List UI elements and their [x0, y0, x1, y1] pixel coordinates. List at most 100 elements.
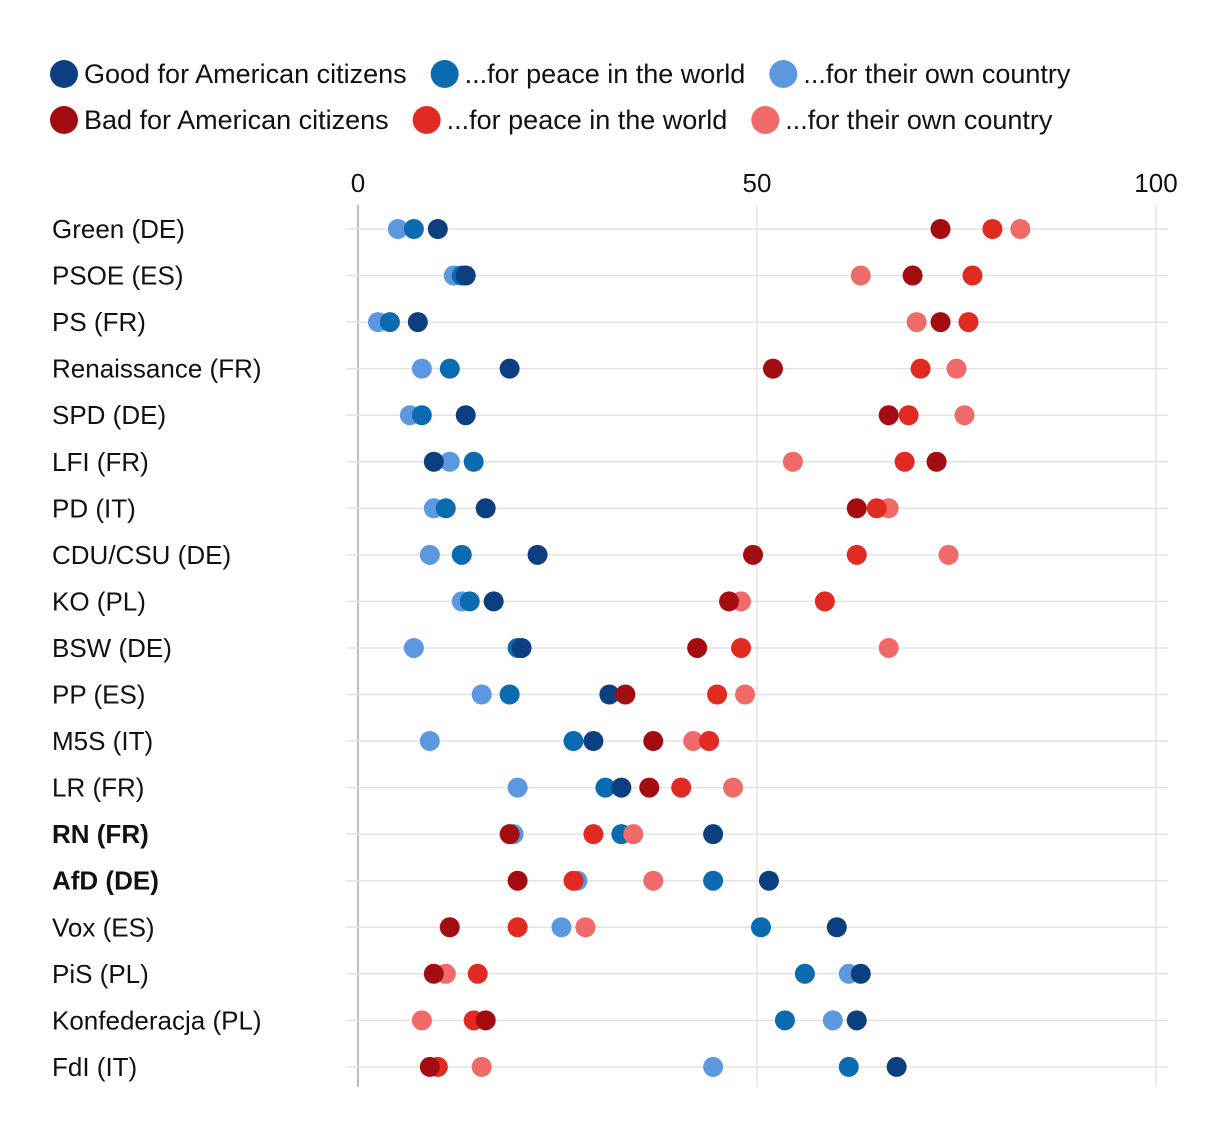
point-bp-green-de: [982, 219, 1003, 239]
point-fn-cdu-csu-de: [419, 544, 440, 565]
point-fn-green-de: [387, 219, 408, 239]
category-label-pp-es: PP (ES): [52, 680, 145, 710]
point-bp-rn-fr: [583, 824, 604, 845]
category-label-vox-es: Vox (ES): [52, 912, 155, 942]
legend-swatch: [769, 60, 798, 88]
point-ba-pis-pl: [423, 963, 444, 984]
point-fn-lr-fr: [507, 777, 528, 798]
point-bp-cdu-csu-de: [846, 544, 867, 565]
point-fp-pis-pl: [794, 963, 815, 984]
category-label-afd-de: AfD (DE): [52, 866, 159, 896]
point-fn-pp-es: [471, 684, 492, 705]
point-ba-ps-fr: [930, 312, 951, 333]
point-bp-lfi-fr: [894, 451, 915, 472]
legend-item-for-their-own-country-fn: ...for their own country: [769, 59, 1071, 89]
category-label-lr-fr: LR (FR): [52, 773, 144, 803]
series-ba: [419, 219, 951, 1077]
point-bp-spd-de: [898, 405, 919, 426]
point-bn-cdu-csu-de: [938, 544, 959, 565]
category-label-lfi-fr: LFI (FR): [52, 447, 149, 477]
point-fa-vox-es: [826, 917, 847, 938]
x-tick-label-50: 50: [743, 168, 772, 198]
point-fa-lr-fr: [611, 777, 632, 798]
point-ba-green-de: [930, 219, 951, 239]
point-bp-pd-it: [866, 498, 887, 519]
legend: Good for American citizens ...for peace i…: [50, 59, 1071, 135]
point-ba-spd-de: [878, 405, 899, 426]
point-ba-rn-fr: [499, 824, 520, 845]
point-ba-lr-fr: [639, 777, 660, 798]
point-fp-lr-fr: [595, 777, 616, 798]
point-bn-fdi-it: [471, 1056, 492, 1077]
category-label-fdi-it: FdI (IT): [52, 1052, 137, 1082]
legend-item-bad-for-american-citizens-ba: Bad for American citizens: [50, 105, 389, 135]
point-ba-renaissance-fr: [762, 358, 783, 379]
point-fn-lfi-fr: [439, 451, 460, 472]
point-fa-ko-pl: [483, 591, 504, 612]
category-labels: Green (DE) PSOE (ES) PS (FR) Renaissance (F…: [52, 214, 262, 1082]
point-fn-vox-es: [551, 917, 572, 938]
legend-label: Bad for American citizens: [84, 105, 389, 135]
x-axis-ticks: 0 50 100: [351, 168, 1178, 198]
point-fa-spd-de: [455, 405, 476, 426]
point-bp-afd-de: [563, 870, 584, 891]
point-bp-bsw-de: [731, 637, 752, 658]
point-bn-ps-fr: [906, 312, 927, 333]
point-bp-lr-fr: [671, 777, 692, 798]
point-fp-konfederacja-pl: [774, 1010, 795, 1031]
grid: [346, 205, 1168, 1087]
point-ba-pd-it: [846, 498, 867, 519]
point-ba-pp-es: [615, 684, 636, 705]
legend-label: ...for peace in the world: [447, 105, 728, 135]
category-label-m5s-it: M5S (IT): [52, 726, 153, 756]
point-fa-lfi-fr: [423, 451, 444, 472]
point-ba-cdu-csu-de: [743, 544, 764, 565]
point-bn-pp-es: [735, 684, 756, 705]
point-fa-pp-es: [599, 684, 620, 705]
point-fa-konfederacja-pl: [846, 1010, 867, 1031]
category-label-ps-fr: PS (FR): [52, 307, 146, 337]
point-ba-konfederacja-pl: [475, 1010, 496, 1031]
category-label-konfederacja-pl: Konfederacja (PL): [52, 1005, 262, 1035]
series-fa: [407, 219, 907, 1077]
point-fa-renaissance-fr: [499, 358, 520, 379]
point-bp-ko-pl: [814, 591, 835, 612]
point-bn-afd-de: [643, 870, 664, 891]
point-fp-green-de: [403, 219, 424, 239]
x-tick-label-100: 100: [1134, 168, 1177, 198]
point-fp-m5s-it: [563, 731, 584, 752]
point-bn-bsw-de: [878, 637, 899, 658]
category-label-psoe-es: PSOE (ES): [52, 261, 183, 291]
point-ba-lfi-fr: [926, 451, 947, 472]
point-ba-bsw-de: [687, 637, 708, 658]
point-ba-vox-es: [439, 917, 460, 938]
point-fp-fdi-it: [838, 1056, 859, 1077]
point-ba-afd-de: [507, 870, 528, 891]
series-bn: [411, 219, 1031, 1077]
data-points: [367, 219, 1031, 1077]
legend-item-good-for-american-citizens-fa: Good for American citizens: [50, 59, 407, 89]
point-bp-m5s-it: [699, 731, 720, 752]
legend-swatch: [412, 106, 441, 134]
point-fn-konfederacja-pl: [822, 1010, 843, 1031]
category-label-cdu-csu-de: CDU/CSU (DE): [52, 540, 231, 570]
point-fp-pp-es: [499, 684, 520, 705]
point-bn-renaissance-fr: [946, 358, 967, 379]
point-fa-pd-it: [475, 498, 496, 519]
point-fa-green-de: [427, 219, 448, 239]
point-fp-spd-de: [411, 405, 432, 426]
point-fa-psoe-es: [455, 265, 476, 286]
point-bn-spd-de: [954, 405, 975, 426]
point-bn-lr-fr: [723, 777, 744, 798]
point-ba-psoe-es: [902, 265, 923, 286]
point-fa-ps-fr: [407, 312, 428, 333]
legend-label: Good for American citizens: [84, 59, 407, 89]
legend-item-for-their-own-country-bn: ...for their own country: [751, 105, 1053, 135]
point-bp-psoe-es: [962, 265, 983, 286]
point-bn-rn-fr: [623, 824, 644, 845]
point-bp-vox-es: [507, 917, 528, 938]
point-fp-ko-pl: [459, 591, 480, 612]
legend-item-for-peace-in-the-world-bp: ...for peace in the world: [412, 105, 728, 135]
point-fp-vox-es: [750, 917, 771, 938]
